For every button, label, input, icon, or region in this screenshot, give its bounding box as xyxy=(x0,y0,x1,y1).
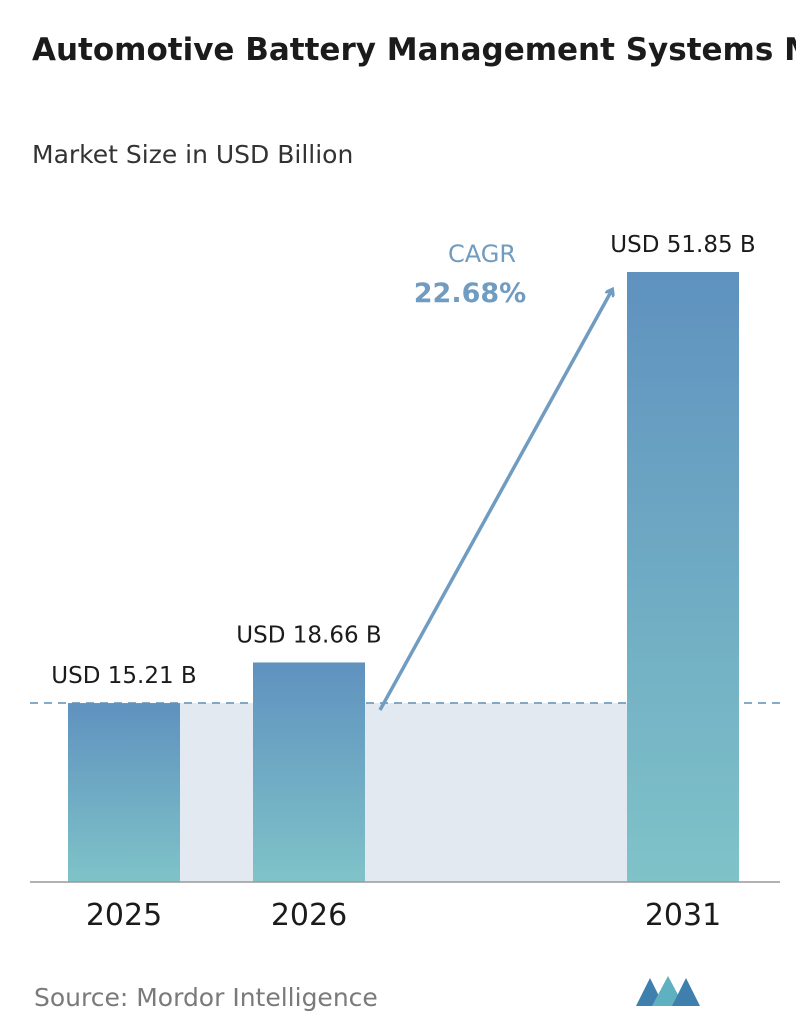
value-label: USD 18.66 B xyxy=(236,622,381,648)
value-label: USD 15.21 B xyxy=(51,663,196,689)
cagr-label: CAGR xyxy=(448,240,516,268)
cagr-arrow xyxy=(378,290,612,711)
source: Source: Mordor Intelligence xyxy=(34,983,378,1012)
reference-area xyxy=(180,703,627,882)
bar xyxy=(68,703,180,882)
chart-title: Automotive Battery Management Systems Ma… xyxy=(32,32,796,68)
x-tick-label: 2025 xyxy=(86,898,162,933)
bar xyxy=(253,662,365,882)
value-label: USD 51.85 B xyxy=(610,232,755,258)
logo xyxy=(636,976,700,1006)
x-tick-label: 2026 xyxy=(271,898,347,933)
x-tick-label: 2031 xyxy=(645,898,721,933)
cagr-value: 22.68% xyxy=(414,278,526,309)
chart-subtitle: Market Size in USD Billion xyxy=(32,140,353,169)
bar xyxy=(627,272,739,882)
